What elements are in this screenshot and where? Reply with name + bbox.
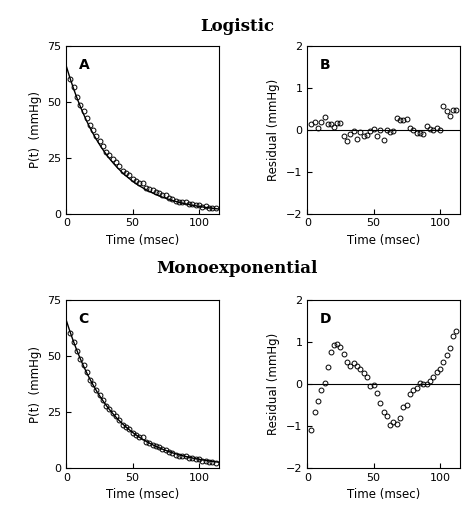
Y-axis label: Residual (mmHg): Residual (mmHg) [267,333,281,435]
Y-axis label: P(t)  (mmHg): P(t) (mmHg) [29,345,42,423]
Text: B: B [319,58,330,72]
Text: Monoexponential: Monoexponential [156,260,318,277]
X-axis label: Time (msec): Time (msec) [347,488,420,501]
Text: A: A [79,58,89,72]
X-axis label: Time (msec): Time (msec) [106,234,179,247]
Y-axis label: P(t)  (mmHg): P(t) (mmHg) [29,91,42,169]
Y-axis label: Residual (mmHg): Residual (mmHg) [267,79,281,181]
X-axis label: Time (msec): Time (msec) [347,234,420,247]
Text: D: D [319,312,331,326]
X-axis label: Time (msec): Time (msec) [106,488,179,501]
Text: Logistic: Logistic [200,18,274,35]
Text: C: C [79,312,89,326]
